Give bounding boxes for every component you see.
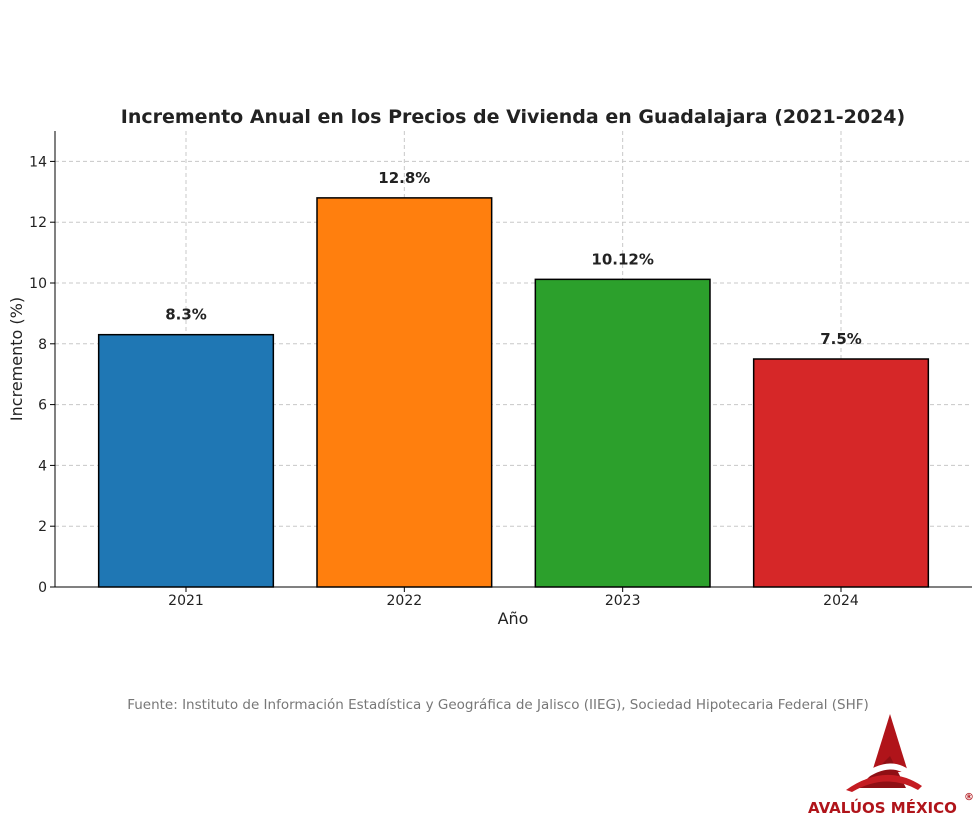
- bar-2021: [97, 333, 275, 588]
- x-tick-label: 2024: [823, 593, 859, 609]
- brand-logo: AVALÚOS MÉXICO ®: [802, 712, 980, 822]
- x-tick-label: 2021: [168, 593, 204, 609]
- bar-2023: [534, 278, 711, 588]
- chart-title: Incremento Anual en los Precios de Vivie…: [121, 106, 905, 128]
- logo-registered-mark: ®: [964, 792, 974, 803]
- y-axis-label: Incremento (%): [7, 297, 26, 421]
- y-tick-label: 0: [38, 580, 47, 596]
- y-tick-label: 4: [38, 458, 47, 474]
- axes: [54, 131, 972, 588]
- x-tick-label: 2022: [387, 593, 423, 609]
- bar-2024: [752, 358, 930, 588]
- y-tick-label: 6: [38, 398, 47, 414]
- data-label-2021: 8.3%: [165, 306, 207, 324]
- y-tick-label: 8: [38, 337, 47, 353]
- data-label-2024: 7.5%: [820, 330, 862, 348]
- data-label-2023: 10.12%: [591, 250, 653, 268]
- data-labels: 8.3% 12.8% 10.12% 7.5%: [165, 169, 862, 348]
- logo-triangle-icon: [872, 714, 908, 772]
- bar-2022: [316, 197, 493, 588]
- logo-text: AVALÚOS MÉXICO: [808, 798, 957, 817]
- x-axis-label: Año: [498, 609, 529, 628]
- x-tick-label: 2023: [605, 593, 641, 609]
- logo-mark: AVALÚOS MÉXICO ®: [808, 714, 974, 817]
- y-tick-label: 10: [29, 276, 47, 292]
- tick-labels: 0 2 4 6 8 10 12 14 2021 2022 2023 2024: [29, 154, 859, 609]
- y-tick-label: 14: [29, 154, 47, 170]
- data-label-2022: 12.8%: [378, 169, 430, 187]
- y-tick-label: 12: [29, 215, 47, 231]
- y-tick-label: 2: [38, 519, 47, 535]
- bars: [97, 197, 930, 588]
- source-note: Fuente: Instituto de Información Estadís…: [127, 697, 869, 713]
